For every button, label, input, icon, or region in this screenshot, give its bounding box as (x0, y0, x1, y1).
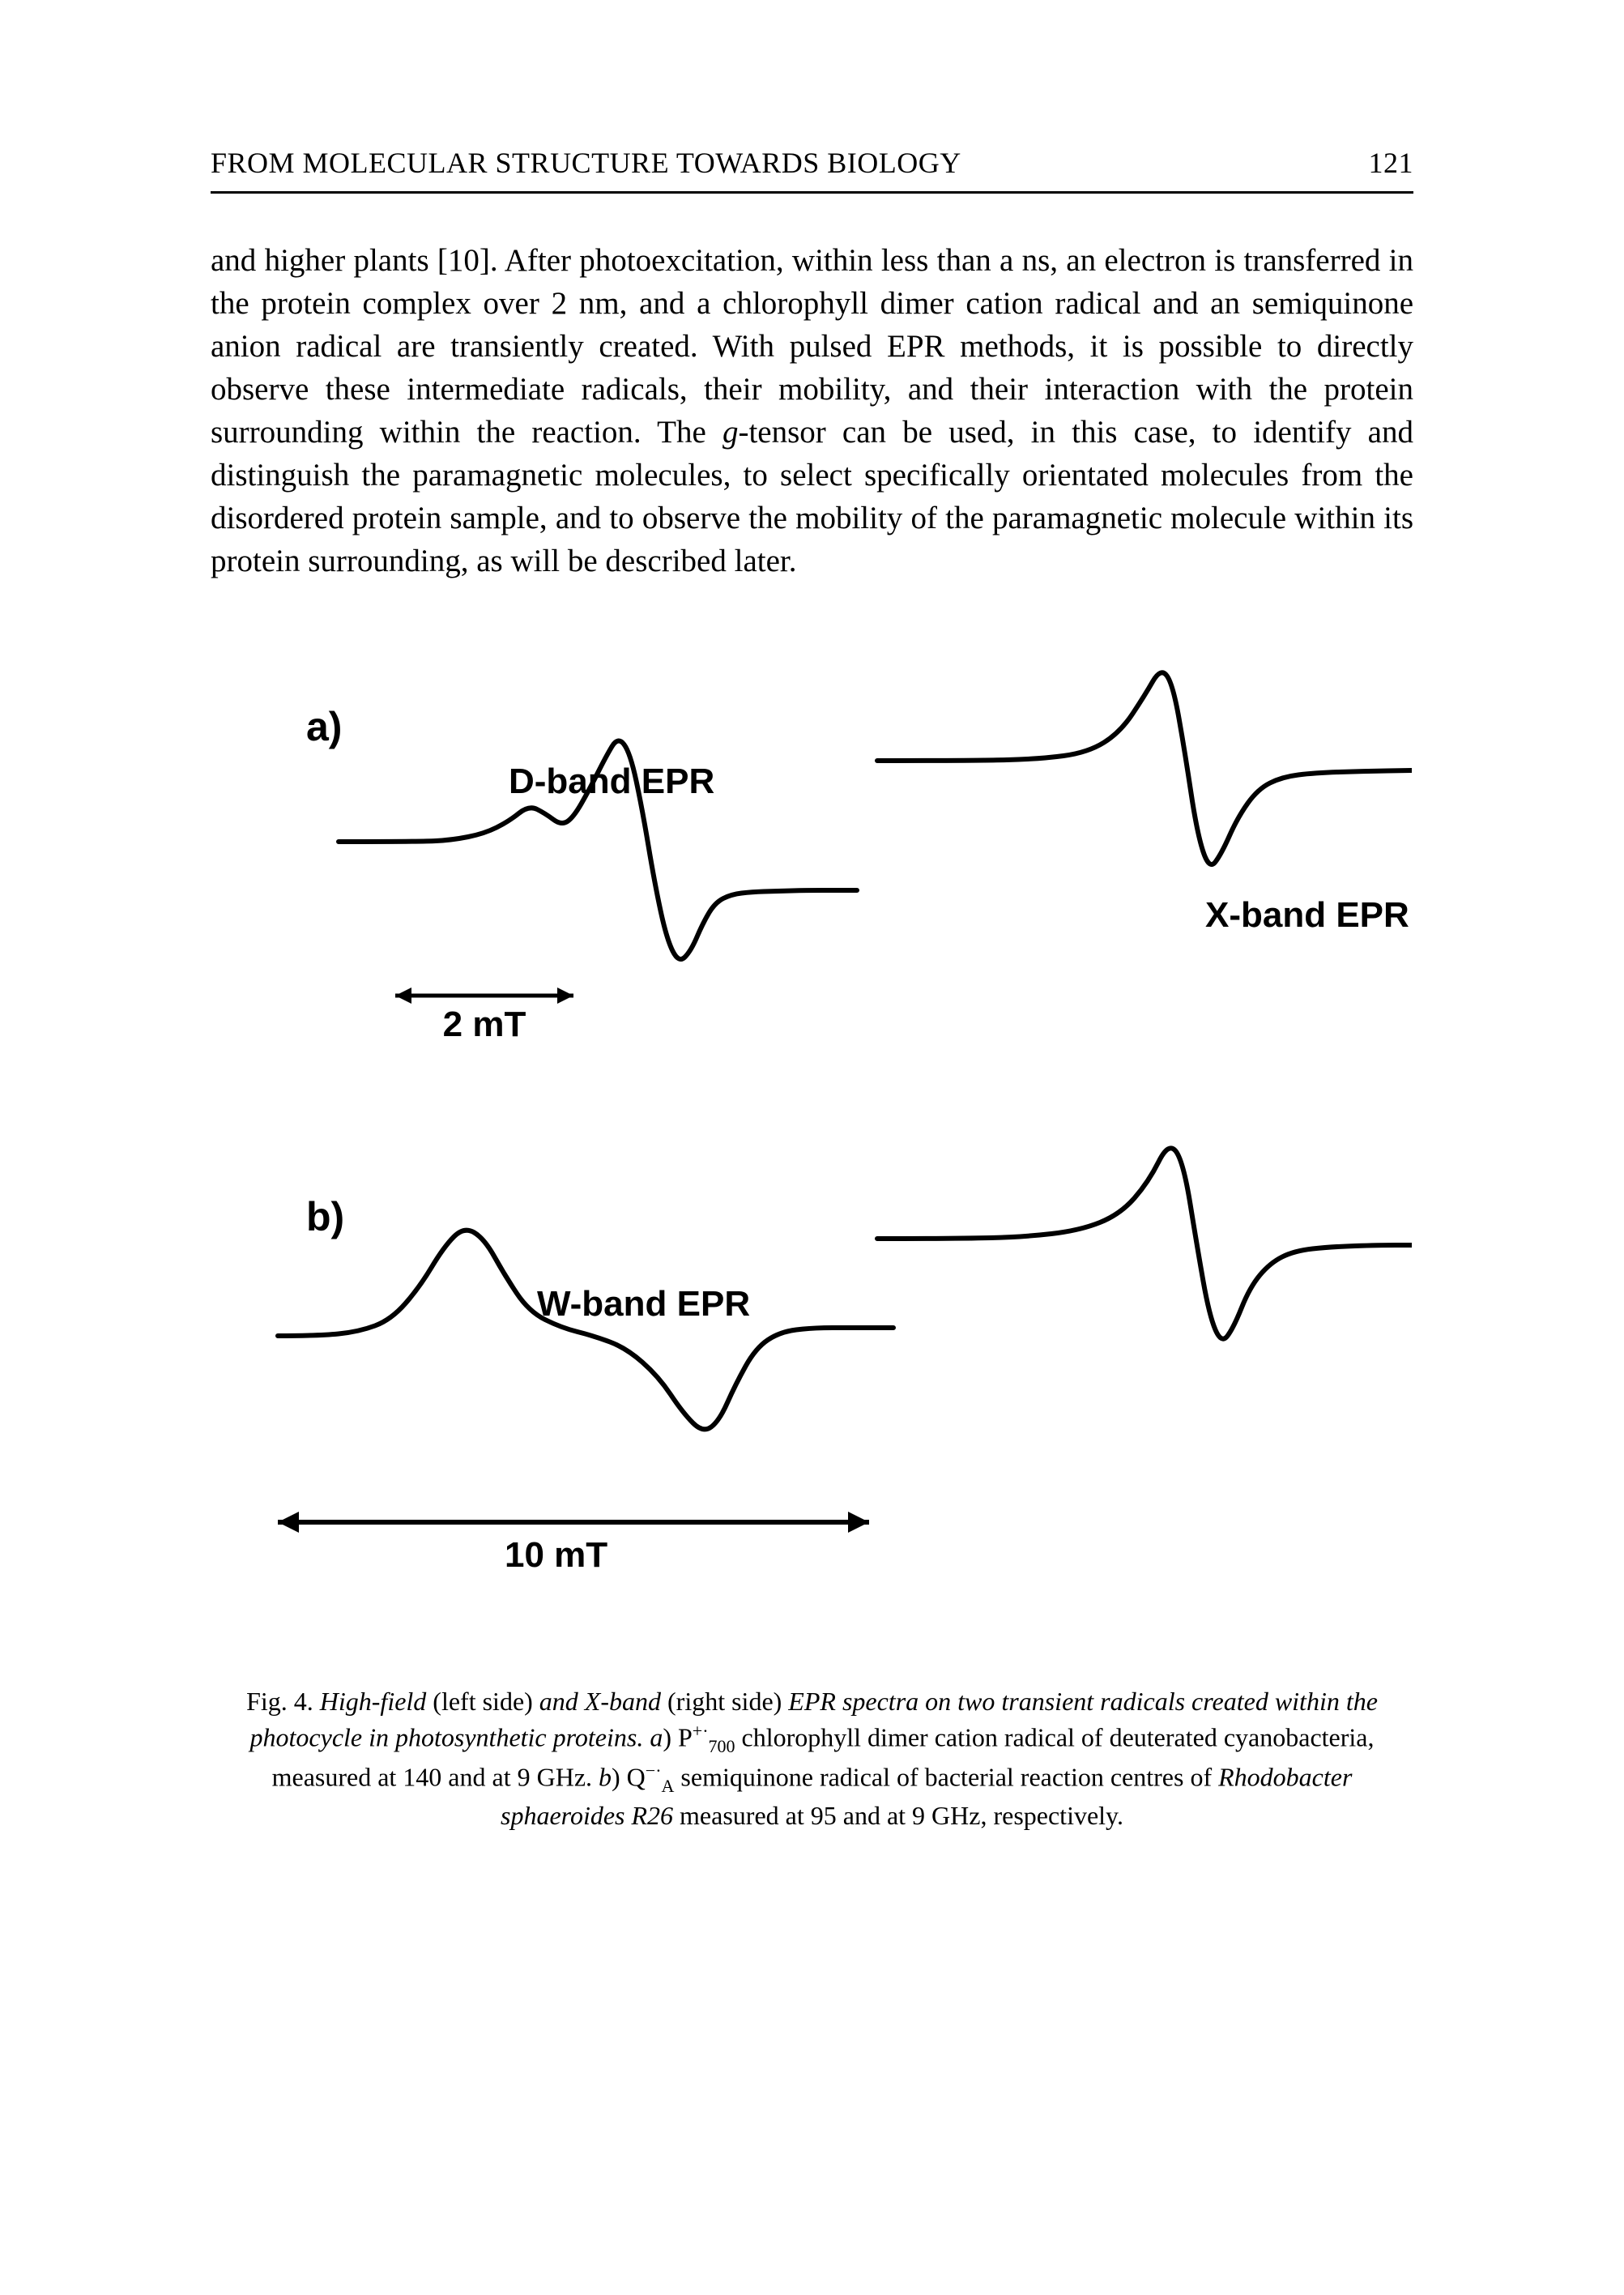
panel-b-label: b) (306, 1194, 344, 1239)
wband-label: W-band EPR (537, 1284, 750, 1324)
xband-curve-a (877, 673, 1412, 865)
cap-t1: (left side) (426, 1687, 539, 1716)
running-title: FROM MOLECULAR STRUCTURE TOWARDS BIOLOGY (211, 146, 961, 180)
para-g-italic: g (722, 415, 739, 450)
cap-ital2: and X-band (539, 1687, 661, 1716)
cap-p-sup: +· (693, 1721, 709, 1741)
cap-t7: measured at 95 and at 9 GHz, respectivel… (673, 1801, 1123, 1830)
cap-t3: ) P (663, 1723, 692, 1752)
cap-t5: ) Q (612, 1763, 646, 1792)
scale-label-2mt: 2 mT (442, 1005, 526, 1044)
panel-b-right-plot (877, 1149, 1412, 1339)
wband-curve (278, 1231, 893, 1430)
panel-a-left-plot: D-band EPR 2 mT (339, 741, 857, 1044)
dband-label: D-band EPR (509, 761, 714, 801)
panel-b-left-plot: W-band EPR (278, 1231, 893, 1430)
cap-q-sup: −· (646, 1760, 662, 1781)
cap-t2: (right side) (661, 1687, 788, 1716)
panel-a-right-plot: X-band EPR (877, 673, 1412, 936)
page: FROM MOLECULAR STRUCTURE TOWARDS BIOLOGY… (0, 0, 1624, 2295)
xband-label: X-band EPR (1205, 895, 1409, 935)
scale-label-10mt: 10 mT (505, 1535, 607, 1575)
cap-ital1: High-field (320, 1687, 427, 1716)
figure-caption: Fig. 4. High-field (left side) and X-ban… (211, 1684, 1413, 1833)
cap-t6: semiquinone radical of bacterial reactio… (674, 1763, 1218, 1792)
page-number: 121 (1369, 146, 1414, 180)
cap-ital4: b (599, 1763, 612, 1792)
figure-svg: a) D-band EPR 2 mT X-band EPR b) (213, 647, 1412, 1668)
scale-bar-2mt: 2 mT (395, 988, 573, 1044)
running-head: FROM MOLECULAR STRUCTURE TOWARDS BIOLOGY… (211, 146, 1413, 194)
xband-curve-b (877, 1149, 1412, 1339)
caption-prefix: Fig. 4. (246, 1687, 320, 1716)
panel-a-label: a) (306, 704, 342, 749)
cap-p-sub: 700 (709, 1736, 735, 1756)
body-paragraph: and higher plants [10]. After photoexcit… (211, 239, 1413, 582)
figure-4: a) D-band EPR 2 mT X-band EPR b) (211, 647, 1413, 1833)
scale-bar-10mt: 10 mT (278, 1512, 869, 1575)
cap-q-sub: A (662, 1776, 675, 1796)
